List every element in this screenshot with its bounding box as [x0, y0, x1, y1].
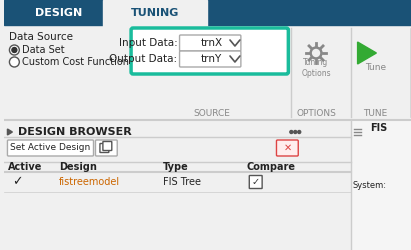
Text: OPTIONS: OPTIONS — [296, 110, 336, 118]
FancyBboxPatch shape — [277, 140, 298, 156]
Circle shape — [9, 45, 19, 55]
Circle shape — [290, 130, 293, 134]
Circle shape — [313, 50, 319, 56]
FancyBboxPatch shape — [100, 144, 109, 152]
Circle shape — [9, 57, 19, 67]
FancyBboxPatch shape — [180, 51, 241, 67]
FancyBboxPatch shape — [7, 140, 93, 156]
Text: FIS: FIS — [370, 123, 388, 133]
Text: Tune: Tune — [365, 64, 386, 72]
FancyBboxPatch shape — [95, 140, 117, 156]
Circle shape — [294, 130, 297, 134]
Text: Output Data:: Output Data: — [109, 54, 178, 64]
Text: Data Source: Data Source — [9, 32, 74, 42]
FancyBboxPatch shape — [103, 142, 112, 150]
Text: System:: System: — [353, 180, 387, 190]
Circle shape — [12, 48, 17, 52]
Text: DESIGN BROWSER: DESIGN BROWSER — [18, 127, 132, 137]
Text: Custom Cost Function: Custom Cost Function — [22, 57, 129, 67]
Bar — [5, 120, 351, 250]
Circle shape — [310, 47, 322, 59]
Text: ✓: ✓ — [12, 176, 23, 188]
Text: trnX: trnX — [200, 38, 222, 48]
Text: Set Active Design: Set Active Design — [10, 144, 90, 152]
Text: fistreemodel: fistreemodel — [59, 177, 120, 187]
Text: ✕: ✕ — [283, 143, 291, 153]
Text: Active: Active — [9, 162, 43, 172]
Text: FIS Tree: FIS Tree — [163, 177, 201, 187]
Text: Type: Type — [163, 162, 189, 172]
Bar — [104, 0, 207, 28]
Text: DESIGN: DESIGN — [35, 8, 83, 18]
Text: Data Set: Data Set — [22, 45, 65, 55]
Bar — [351, 120, 411, 250]
FancyBboxPatch shape — [249, 176, 262, 188]
Text: Design: Design — [59, 162, 97, 172]
Bar — [5, 0, 411, 25]
Text: ✓: ✓ — [252, 177, 260, 187]
Text: Compare: Compare — [247, 162, 296, 172]
Text: SOURCE: SOURCE — [194, 110, 231, 118]
Text: TUNE: TUNE — [363, 110, 388, 118]
Bar — [5, 28, 411, 120]
Polygon shape — [358, 42, 376, 64]
FancyBboxPatch shape — [131, 28, 289, 74]
Text: Input Data:: Input Data: — [119, 38, 178, 48]
Circle shape — [298, 130, 301, 134]
FancyBboxPatch shape — [180, 35, 241, 51]
Text: TUNING: TUNING — [131, 8, 179, 18]
Text: trnY: trnY — [200, 54, 222, 64]
Text: Tuning
Options: Tuning Options — [301, 58, 331, 78]
Polygon shape — [7, 129, 12, 135]
